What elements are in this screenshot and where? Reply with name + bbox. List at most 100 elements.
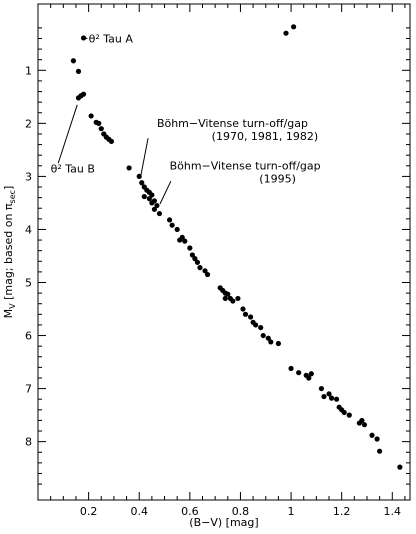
data-point xyxy=(179,234,185,241)
data-point xyxy=(156,210,163,217)
data-point xyxy=(369,432,375,438)
data-point xyxy=(154,202,160,209)
data-point xyxy=(240,306,246,312)
y-tick-label: 7 xyxy=(25,383,32,396)
data-point xyxy=(174,226,180,233)
x-tick-label: 1.4 xyxy=(384,505,402,518)
data-point xyxy=(136,173,142,180)
data-point xyxy=(225,291,231,297)
data-point xyxy=(194,259,201,265)
data-point xyxy=(235,295,241,302)
data-point xyxy=(258,324,264,331)
data-point xyxy=(397,464,403,470)
y-axis-label-main-subscript: V xyxy=(8,303,17,309)
x-tick-label: 1 xyxy=(288,505,295,518)
data-point xyxy=(288,365,294,372)
data-point xyxy=(108,138,114,144)
annotation-label-line1: Böhm−Vitense turn-off/gap xyxy=(170,160,321,173)
x-tick-label: 0.2 xyxy=(80,505,98,518)
data-point xyxy=(275,340,282,347)
data-point xyxy=(247,314,254,320)
data-point xyxy=(268,339,274,345)
data-point xyxy=(283,30,289,36)
data-point xyxy=(346,412,352,418)
y-tick-label: 2 xyxy=(25,117,32,130)
plot-frame xyxy=(37,3,411,501)
annotation-label: θ² Tau A xyxy=(89,32,134,45)
data-point xyxy=(80,91,87,97)
annotation-label-line2: (1995) xyxy=(259,173,296,186)
x-axis-label: (B−V) [mag] xyxy=(189,516,258,529)
data-point xyxy=(96,120,102,126)
data-point xyxy=(326,391,332,397)
y-tick-label: 8 xyxy=(25,436,32,449)
data-point xyxy=(374,436,380,442)
data-point xyxy=(187,245,193,251)
data-point xyxy=(377,448,383,454)
data-points xyxy=(70,24,403,470)
data-point xyxy=(75,68,82,74)
y-axis-label-rest: [mag; based on π xyxy=(2,203,15,303)
data-point xyxy=(192,256,198,262)
y-axis-label-close: ] xyxy=(2,186,15,190)
data-point xyxy=(80,35,87,41)
data-point xyxy=(253,322,259,328)
data-point xyxy=(318,385,325,392)
data-point xyxy=(98,126,104,132)
data-point xyxy=(151,206,158,212)
x-tick-label: 0.4 xyxy=(130,505,148,518)
data-point xyxy=(146,196,152,202)
data-point xyxy=(296,370,302,376)
data-point xyxy=(290,24,297,30)
y-axis-label-pi-subscript: sec xyxy=(8,190,17,204)
data-point xyxy=(169,222,175,228)
y-tick-label: 5 xyxy=(25,277,32,290)
data-point xyxy=(202,268,208,274)
x-tick-label: 0.6 xyxy=(181,505,199,518)
data-point xyxy=(141,193,147,200)
y-axis-label: MV [mag; based on πsec] xyxy=(2,186,17,319)
annotations: θ² Tau A θ² Tau B Böhm−Vitense turn-off/ga… xyxy=(51,32,321,185)
annotation-pointers xyxy=(57,37,172,205)
x-tick-label: 1.2 xyxy=(333,505,351,518)
annotation-pointer xyxy=(57,104,78,164)
data-point xyxy=(197,265,203,271)
y-axis-label-main: M xyxy=(2,309,15,319)
y-tick-label: 4 xyxy=(25,223,32,236)
data-point xyxy=(361,422,368,428)
data-point xyxy=(306,375,312,381)
annotation-pointer xyxy=(159,180,172,205)
data-point xyxy=(189,252,195,258)
data-point xyxy=(230,298,236,304)
data-point xyxy=(334,396,340,402)
annotation-label: θ² Tau B xyxy=(51,162,95,175)
data-point xyxy=(265,335,271,341)
data-point xyxy=(70,58,77,64)
data-point xyxy=(149,192,155,198)
data-point xyxy=(151,198,158,204)
data-point xyxy=(260,332,266,339)
axis-ticks xyxy=(38,4,410,500)
annotation-pointer xyxy=(139,138,149,178)
y-tick-label: 3 xyxy=(25,170,32,183)
data-point xyxy=(242,311,249,317)
y-tick-label: 1 xyxy=(25,64,32,77)
data-point xyxy=(359,417,365,424)
annotation-label-line1: Böhm−Vitense turn-off/gap xyxy=(157,117,308,130)
data-point xyxy=(182,238,188,244)
data-point xyxy=(341,409,347,416)
data-point xyxy=(308,371,314,377)
data-point xyxy=(139,180,145,186)
data-point xyxy=(321,393,327,400)
axis-tick-labels: 0.2 0.4 0.6 0.8 1 1.2 1.4 1 2 3 4 5 6 7 8 xyxy=(25,64,401,518)
data-point xyxy=(166,217,173,223)
data-point xyxy=(328,395,335,401)
x-tick-label: 0.8 xyxy=(232,505,250,518)
data-point xyxy=(222,295,228,302)
data-point xyxy=(88,113,94,119)
data-point xyxy=(126,165,132,171)
annotation-label-line2: (1970, 1981, 1982) xyxy=(212,130,319,143)
data-point xyxy=(204,271,211,278)
y-tick-label: 6 xyxy=(25,330,32,343)
